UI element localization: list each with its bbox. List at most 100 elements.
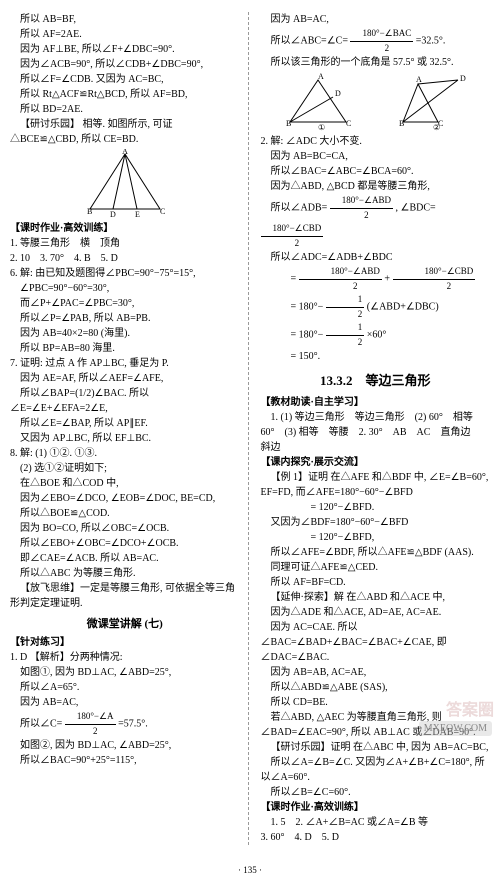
- text-line: 因为 AB=AC,: [261, 12, 491, 27]
- proof-line: 7. 证明: 过点 A 作 AP⊥BC, 垂足为 P.: [10, 356, 240, 371]
- solution-line: 因为 AB=AC,: [10, 695, 240, 710]
- solution-line: 8. 解: (1) ①②. ①③.: [10, 446, 240, 461]
- extend-line: 所以△ABD≌△ABE (SAS),: [261, 680, 491, 695]
- fraction: 180°−∠ABD2: [299, 265, 382, 293]
- svg-text:A: A: [122, 149, 128, 156]
- watermark-logo: 答案圈: [446, 696, 494, 720]
- text-line: 所以 AB=BF,: [10, 12, 240, 27]
- solution-line: 所以∠BAC=∠ABC=∠BCA=60°.: [261, 164, 491, 179]
- svg-text:①: ①: [318, 123, 325, 132]
- eq-suffix: (∠ABD+∠DBC): [367, 301, 439, 312]
- solution-line: 即∠CAE=∠ACB. 所以 AB=AC.: [10, 551, 240, 566]
- fraction: 180°−∠A2: [65, 710, 116, 738]
- extend-line: 因为△ADE 和△ACE, AD=AE, AC=AE.: [261, 605, 491, 620]
- equation-line: = 150°.: [261, 349, 491, 364]
- text-suffix: =32.5°.: [416, 35, 446, 46]
- triangle-diagram-1: A B C D E: [75, 149, 175, 219]
- extend-line: 因为 AB=AB, AC=AE,: [261, 665, 491, 680]
- example-line: 同理可证△AFE≌△CED.: [261, 560, 491, 575]
- svg-text:C: C: [160, 207, 165, 216]
- homework-title: 【课时作业·高效训练】: [10, 221, 240, 236]
- micro-lecture-title: 微课堂讲解 (七): [10, 615, 240, 631]
- solution-line: 所以∠ADB= 180°−∠ABD2 , ∠BDC= 180°−∠CBD2: [261, 194, 491, 250]
- answer-line: 2. 10 3. 70° 4. B 5. D: [10, 251, 240, 266]
- proof-line: 所以∠BAP=(1/2)∠BAC. 所以∠E=∠E+∠EFA=2∠E,: [10, 386, 240, 416]
- svg-text:E: E: [135, 210, 140, 219]
- solution-line: 所以∠BAC=90°+25°=115°,: [10, 753, 240, 768]
- homework-title-2: 【课时作业·高效训练】: [261, 800, 491, 815]
- example-line: 所以∠AFE=∠BDF, 所以△AFE≌△BDF (AAS).: [261, 545, 491, 560]
- triangle-diagram-2a: A B C D ①: [278, 72, 358, 132]
- discuss-line: 所以∠A=∠B=∠C. 又因为∠A+∠B+∠C=180°, 所以∠A=60°.: [261, 755, 491, 785]
- text-line: 所以∠ABC=∠C= 180°−∠BAC2 =32.5°.: [261, 27, 491, 55]
- discuss-line: 【研讨乐园】证明 在△ABC 中, 因为 AB=AC=BC,: [261, 740, 491, 755]
- text-prefix: 所以∠C=: [20, 718, 62, 729]
- fraction: 12: [326, 293, 365, 321]
- example-line: = 120°−∠BFD.: [261, 500, 491, 515]
- watermark-url: MXEQW.COM: [419, 721, 492, 736]
- fraction: 12: [326, 321, 365, 349]
- solution-line: 而∠P+∠PAC=∠PBC=30°,: [10, 296, 240, 311]
- example-line: 【例 1】证明 在△AFE 和△BDF 中, ∠E=∠B=60°,: [261, 470, 491, 485]
- equation-line: = 180°− 12 (∠ABD+∠DBC): [261, 293, 491, 321]
- discuss-block: 【研讨乐园】 相等. 如图所示, 可证△BCE≌△CBD, 所以 CE=BD.: [10, 117, 240, 147]
- fraction: 180°−∠BAC2: [350, 27, 413, 55]
- svg-text:D: D: [335, 89, 341, 98]
- svg-text:B: B: [286, 119, 291, 128]
- eq-mid: +: [384, 273, 390, 284]
- eq-suffix: ×60°: [367, 329, 387, 340]
- page-number: · 135 ·: [0, 865, 500, 875]
- svg-text:A: A: [416, 75, 422, 84]
- text-mid: , ∠BDC=: [396, 202, 436, 213]
- svg-text:D: D: [110, 210, 116, 219]
- diagram-row: A B C D ① A B C D ②: [261, 70, 491, 134]
- left-column: 所以 AB=BF, 所以 AF=2AE. 因为 AF⊥BE, 所以∠F+∠DBC…: [10, 12, 249, 845]
- text-line: 所以该三角形的一个底角是 57.5° 或 32.5°.: [261, 55, 491, 70]
- text-line: 所以∠F=∠CDB. 又因为 AC=BC,: [10, 72, 240, 87]
- proof-line: 又因为 AP⊥BC, 所以 EF⊥BC.: [10, 431, 240, 446]
- text-line: 因为 AF⊥BE, 所以∠F+∠DBC=90°.: [10, 42, 240, 57]
- answer-line: 1. (1) 等边三角形 等边三角形 (2) 60° 相等 60° (3) 相等…: [261, 410, 491, 455]
- solution-line: 在△BOE 和△COD 中,: [10, 476, 240, 491]
- solution-line: 2. 解: ∠ADC 大小不变.: [261, 134, 491, 149]
- solution-line: 如图①, 因为 BD⊥AC, ∠ABD=25°,: [10, 665, 240, 680]
- answer-line: 3. 60° 4. D 5. D: [261, 830, 491, 845]
- extend-line: 【延伸·探索】解 在△ABD 和△ACE 中,: [261, 590, 491, 605]
- text-line: 所以 Rt△ACF≌Rt△BCD, 所以 AF=BD,: [10, 87, 240, 102]
- fraction: 180°−∠ABD2: [330, 194, 393, 222]
- svg-text:C: C: [346, 119, 351, 128]
- equation-line: = 180°− 12 ×60°: [261, 321, 491, 349]
- fraction: 180°−∠CBD2: [393, 265, 476, 293]
- help-title: 【教材助读·自主学习】: [261, 395, 491, 410]
- text-suffix: =57.5°.: [118, 718, 148, 729]
- eq-prefix: = 180°−: [291, 329, 324, 340]
- example-line: = 120°−∠BFD,: [261, 530, 491, 545]
- solution-line: (2) 选①②证明如下;: [10, 461, 240, 476]
- solution-line: 1. D 【解析】分两种情况:: [10, 650, 240, 665]
- equation-line: = 180°−∠ABD2 + 180°−∠CBD2: [261, 265, 491, 293]
- example-line: EF=FD, 而∠AFE=180°−60°−∠BFD: [261, 485, 491, 500]
- solution-line: 所以△BOE≌△COD.: [10, 506, 240, 521]
- triangle-diagram-2b: A B C D ②: [393, 72, 473, 132]
- text-line: 因为∠ACB=90°, 所以∠CDB+∠DBC=90°,: [10, 57, 240, 72]
- solution-line: 所以∠EBO+∠OBC=∠DCO+∠OCB.: [10, 536, 240, 551]
- fly-thinking: 【放飞思维】一定是等腰三角形, 可依据全等三角形判定定理证明.: [10, 581, 240, 611]
- answer-line: 1. 等腰三角形 横 顶角: [10, 236, 240, 251]
- fraction: 180°−∠CBD2: [261, 222, 324, 250]
- solution-line: 所以 BP=AB=80 海里.: [10, 341, 240, 356]
- solution-line: 所以∠P=∠PAB, 所以 AB=PB.: [10, 311, 240, 326]
- text-line: 所以 AF=2AE.: [10, 27, 240, 42]
- answer-line: 1. 5 2. ∠A+∠B=AC 或∠A=∠B 等: [261, 815, 491, 830]
- solution-line: 所以∠C= 180°−∠A2 =57.5°.: [10, 710, 240, 738]
- solution-line: 所以∠A=65°.: [10, 680, 240, 695]
- proof-line: 因为 AE=AF, 所以∠AEF=∠AFE,: [10, 371, 240, 386]
- svg-text:B: B: [399, 119, 404, 128]
- solution-line: 因为 AB=BC=CA,: [261, 149, 491, 164]
- explore-title: 【课内探究·展示交流】: [261, 455, 491, 470]
- svg-text:②: ②: [433, 123, 440, 132]
- solution-line: 所以∠ADC=∠ADB+∠BDC: [261, 250, 491, 265]
- solution-line: 因为∠EBO=∠DCO, ∠EOB=∠DOC, BE=CD,: [10, 491, 240, 506]
- text-prefix: 所以∠ABC=∠C=: [271, 35, 348, 46]
- solution-line: 6. 解: 由已知及题图得∠PBC=90°−75°=15°,: [10, 266, 240, 281]
- solution-line: 所以△ABC 为等腰三角形.: [10, 566, 240, 581]
